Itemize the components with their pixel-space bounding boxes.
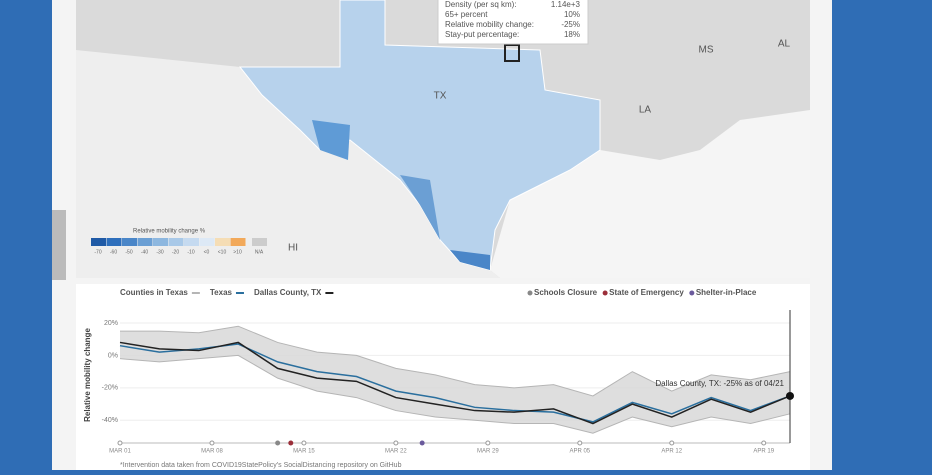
state-label: HI [288,243,298,254]
tooltip-value: 18% [564,30,580,39]
legend-swatch [215,238,230,246]
x-tick-label: MAR 08 [201,449,223,455]
x-tick [301,440,307,446]
county-patch [400,175,440,240]
scrollbar[interactable] [52,210,66,280]
legend-title: Relative mobility change % [133,229,206,235]
legend-swatch [199,238,215,246]
state-label: MS [699,45,714,56]
state-label: TX [434,91,447,102]
legend-swatch [252,238,267,246]
event-legend-dot [527,290,533,296]
event-marker [275,440,281,446]
x-tick [209,440,215,446]
legend-label: N/A [255,249,264,255]
legend-swatch [122,238,137,246]
event-legend-dot [689,290,695,296]
x-tick [485,440,491,446]
x-tick-label: MAR 15 [293,449,315,455]
county-lower [119,354,791,434]
state-label: LA [639,105,652,116]
legend-swatch [137,238,153,246]
series-line [119,343,791,423]
tooltip-key: Density (per sq km): [445,0,517,9]
series-line [119,341,791,425]
legend-label: -30 [156,249,163,255]
selected-county[interactable] [504,44,520,62]
tooltip-value: -25% [561,20,580,29]
footnote: *Intervention data taken from COVID19Sta… [120,462,402,469]
legend-label: >10 [233,249,242,255]
legend-label: -20 [172,249,179,255]
event-legend-label: Shelter-in-Place [696,288,757,297]
x-tick-label: APR 19 [753,449,774,455]
tooltip [437,0,589,45]
tooltip-value: 1.14e+3 [551,0,581,9]
legend-label: Dallas County, TX [254,288,322,297]
tooltip-value: 10% [564,10,580,19]
event-legend-label: Schools Closure [534,288,598,297]
tooltip-key: 65+ percent [445,10,488,19]
legend-swatch [91,238,106,246]
event-marker [419,440,425,446]
x-tick-label: MAR 29 [477,449,499,455]
tooltip-key: Relative mobility change: [445,20,534,29]
event-marker [288,440,294,446]
x-tick-label: APR 12 [661,449,682,455]
x-tick [669,440,675,446]
y-tick-label: 0% [108,352,118,359]
legend-label: -70 [94,249,101,255]
legend-swatch [168,238,184,246]
legend-label: -40 [141,249,148,255]
tooltip-key: Stay-put percentage: [445,30,519,39]
legend-swatch [106,238,122,246]
legend-label: Texas [210,288,233,297]
y-axis-label: Relative mobility change [83,328,92,422]
legend-label: -10 [187,249,194,255]
legend-swatch [153,238,168,246]
end-point [786,391,794,400]
x-tick-label: MAR 01 [109,449,131,455]
legend-swatch [230,238,246,246]
x-tick-label: APR 05 [569,449,590,455]
legend-label: <0 [204,249,210,255]
x-tick [577,440,583,446]
gulf [490,110,810,278]
county-patch [312,120,350,160]
mexico-region [76,50,500,278]
legend-label: -50 [125,249,132,255]
x-tick [393,440,399,446]
legend-label: -60 [110,249,117,255]
x-tick [117,440,123,446]
county-upper [120,325,791,397]
legend-label: <10 [218,249,227,255]
legend-label: Counties in Texas [120,288,188,297]
x-tick [761,440,767,446]
y-tick-label: -40% [102,417,118,424]
y-tick-label: 20% [104,320,118,327]
legend-swatch [184,238,199,246]
county-patch [450,250,490,270]
y-tick-label: -20% [102,385,118,392]
x-tick-label: MAR 22 [385,449,407,455]
event-legend-label: State of Emergency [609,288,684,297]
event-legend-dot [602,290,608,296]
annotation: Dallas County, TX: -25% as of 04/21 [655,379,784,388]
state-label: AL [778,39,791,50]
